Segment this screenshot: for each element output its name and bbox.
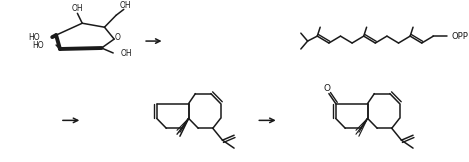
Text: O: O — [115, 33, 121, 42]
Text: O: O — [324, 84, 331, 93]
Text: HO: HO — [28, 33, 40, 42]
Text: OPP: OPP — [452, 32, 469, 41]
Text: OH: OH — [121, 49, 133, 58]
Text: OH: OH — [72, 4, 83, 13]
Text: HO: HO — [32, 40, 44, 50]
Text: OH: OH — [120, 1, 132, 10]
